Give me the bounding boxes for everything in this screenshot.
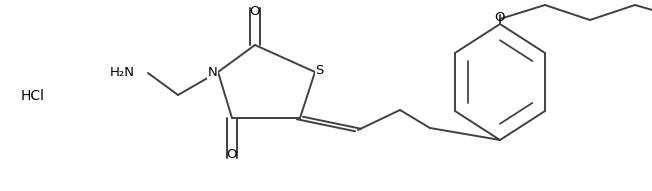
Text: O: O xyxy=(495,11,505,23)
Text: HCl: HCl xyxy=(21,88,45,103)
Text: N: N xyxy=(208,66,218,79)
Text: S: S xyxy=(316,64,324,77)
Text: O: O xyxy=(250,5,260,18)
Text: H₂N: H₂N xyxy=(110,66,134,79)
Text: O: O xyxy=(227,148,237,161)
